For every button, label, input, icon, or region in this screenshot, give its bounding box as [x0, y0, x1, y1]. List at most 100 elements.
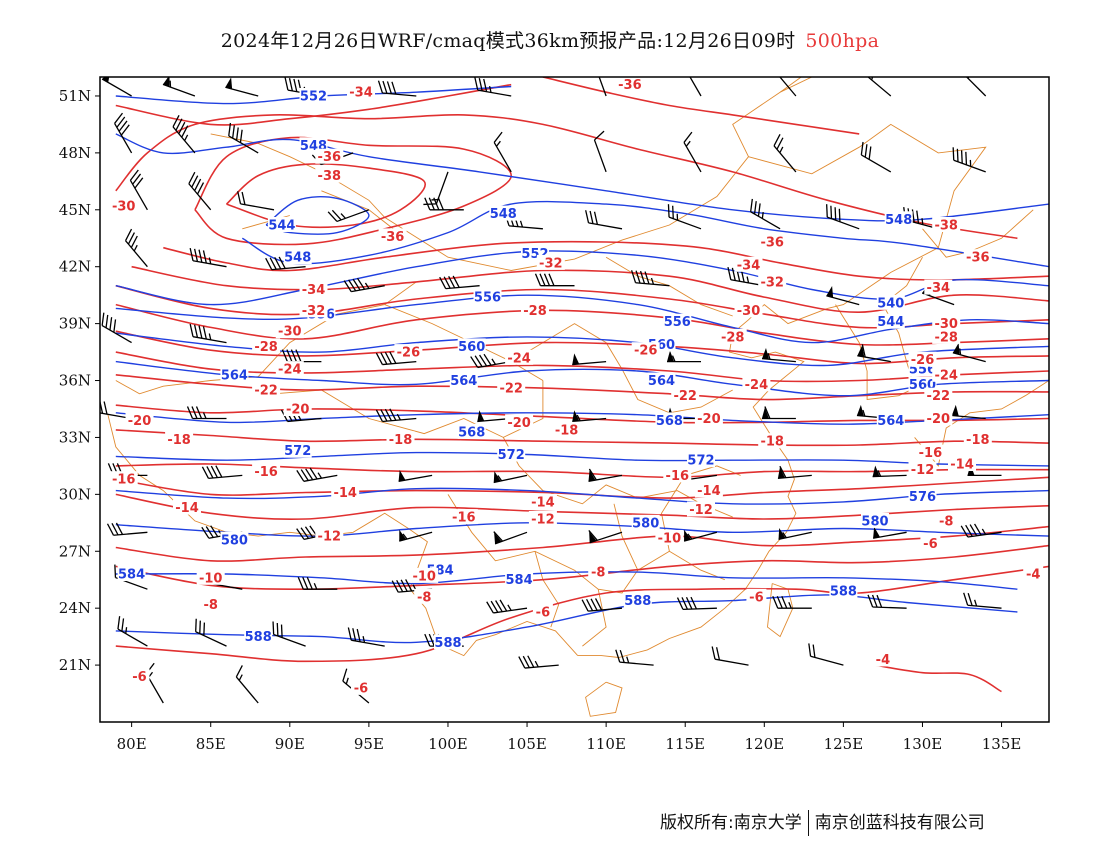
height-label-bg: [687, 452, 715, 468]
height-label-bg: [457, 338, 486, 354]
wind-barb: [961, 77, 987, 97]
height-label-bg: [220, 531, 249, 547]
wind-barb: [667, 350, 701, 363]
temperature-label: -28: [523, 304, 547, 319]
temperature-label-bg: [252, 463, 281, 479]
height-label: 588: [245, 630, 272, 645]
wind-barb: [493, 471, 528, 484]
temperature-label-bg: [410, 567, 439, 583]
wind-barb: [864, 77, 892, 97]
temperature-label: -24: [934, 368, 958, 383]
wind-barb: [493, 131, 512, 173]
temperature-label: -14: [950, 458, 974, 473]
height-label: 564: [450, 374, 477, 389]
temperature-contour: [163, 240, 1049, 281]
wind-barb: [534, 273, 575, 287]
height-label: 548: [284, 251, 311, 266]
temperature-label-bg: [283, 401, 312, 416]
temperature-label-bg: [536, 254, 565, 270]
temperature-label: -18: [760, 435, 784, 450]
temperature-label-bg: [588, 564, 609, 580]
height-label-bg: [299, 137, 328, 153]
temperature-label: -8: [939, 514, 953, 529]
height-label: 544: [268, 219, 295, 234]
height-label: 572: [687, 454, 714, 469]
wind-barb: [615, 649, 654, 666]
temperature-label-bg: [932, 315, 961, 331]
lat-tick-label: 33N: [59, 428, 91, 446]
temperature-label-bg: [109, 198, 138, 213]
wind-barb: [162, 77, 196, 97]
wind-barb: [808, 643, 844, 666]
temperature-label-bg: [528, 511, 557, 526]
height-label-bg: [220, 366, 249, 382]
temperature-label: -12: [689, 503, 713, 518]
temperature-label-bg: [299, 281, 328, 297]
lat-tick-label: 30N: [59, 485, 91, 503]
temperature-label-bg: [129, 668, 150, 684]
temperature-label: -6: [923, 537, 937, 552]
temperature-label-bg: [872, 651, 893, 667]
temperature-label-bg: [315, 528, 344, 544]
temperature-label: -24: [278, 363, 302, 378]
height-label-bg: [908, 376, 937, 392]
lon-tick-label: 110E: [586, 735, 626, 753]
temperature-contour: [115, 429, 1049, 447]
wind-barb: [593, 77, 607, 97]
temperature-label-bg: [497, 380, 526, 396]
temperature-label-bg: [449, 509, 478, 525]
wind-barb: [963, 592, 1002, 609]
height-label: 572: [284, 444, 311, 459]
wind-barb: [857, 344, 891, 363]
temperature-label: -10: [658, 532, 682, 547]
wind-barb: [106, 522, 148, 536]
temperature-label: -12: [911, 463, 935, 478]
temperature-label-bg: [924, 279, 953, 295]
temperature-label-bg: [963, 249, 992, 265]
temperature-contour: [115, 565, 1049, 663]
temperature-label: -4: [1026, 568, 1040, 583]
temperature-label: -28: [721, 330, 745, 345]
temperature-label: -14: [531, 495, 555, 510]
temperature-label-bg: [315, 148, 344, 164]
temperature-label-bg: [196, 569, 225, 585]
lon-tick-label: 80E: [117, 735, 147, 753]
wind-barb: [711, 646, 749, 666]
copyright-footer: 版权所有:南京大学 南京创蓝科技有限公司: [660, 808, 985, 836]
temperature-label: -26: [634, 344, 658, 359]
temperature-label: -36: [966, 251, 990, 266]
temperature-label: -8: [417, 590, 431, 605]
temperature-label: -26: [911, 353, 935, 368]
temperature-label-bg: [924, 387, 953, 403]
temperature-label-bg: [936, 512, 957, 528]
temperature-label-bg: [742, 376, 771, 392]
temperature-label-bg: [948, 456, 976, 471]
wind-barb: [777, 465, 812, 480]
border-line: [582, 589, 607, 647]
wind-barb: [272, 621, 306, 647]
height-contour: [265, 196, 370, 235]
temperature-label: -32: [760, 275, 784, 290]
height-label: 564: [648, 374, 675, 389]
height-label-bg: [631, 514, 660, 530]
temperature-label-bg: [552, 421, 581, 437]
height-label: 584: [506, 573, 533, 588]
height-label-bg: [434, 634, 462, 650]
temperature-label-bg: [687, 501, 715, 517]
temperature-label: -34: [302, 283, 326, 298]
border-line: [748, 123, 987, 248]
border-line: [827, 247, 939, 309]
temperature-label: -18: [389, 433, 413, 448]
lat-tick-label: 36N: [59, 372, 91, 390]
temperature-label: -36: [760, 236, 784, 251]
plot-background: [100, 77, 1049, 722]
temperature-label: -34: [349, 86, 373, 101]
temperature-contour: [115, 113, 1018, 240]
footer-separator: [807, 810, 809, 836]
temperature-label-bg: [694, 410, 723, 426]
wind-barb: [676, 596, 717, 611]
temperature-label-bg: [932, 217, 961, 232]
wind-barb: [683, 131, 702, 173]
wind-barb: [588, 530, 623, 544]
border-line: [914, 380, 1049, 467]
